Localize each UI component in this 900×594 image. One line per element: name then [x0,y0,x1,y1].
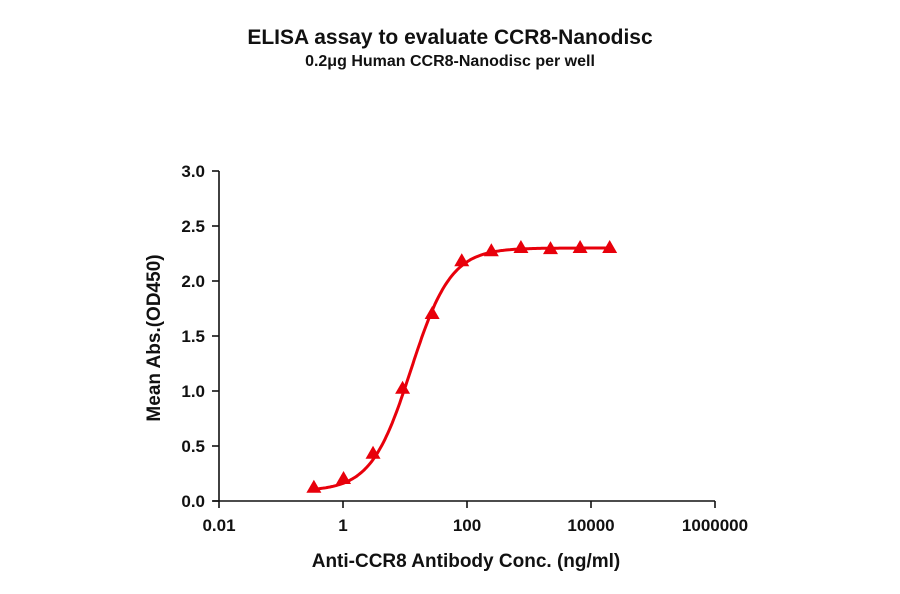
x-tick-label: 0.01 [202,516,235,535]
triangle-marker-icon [572,240,588,253]
triangle-marker-icon [365,445,381,459]
y-tick-label: 1.0 [181,382,205,401]
triangle-marker-icon [483,243,499,257]
triangle-marker-icon [424,306,440,319]
x-tick-label: 10000 [567,516,614,535]
data-points [306,240,618,493]
y-tick-label: 2.0 [181,272,205,291]
fit-curve [313,246,610,491]
x-tick-label: 100 [453,516,481,535]
y-tick-label: 0.0 [181,492,205,511]
triangle-marker-icon [602,240,618,253]
axes: 0.0 0.5 1.0 1.5 2.0 2.5 3.0 0.01 1 100 10000 100000… [181,162,748,535]
triangle-marker-icon [306,479,322,493]
x-tick-label: 1 [338,516,347,535]
y-axis-label: Mean Abs.(OD450) [144,254,165,421]
triangle-marker-icon [336,471,352,484]
x-tick-label: 1000000 [682,516,748,535]
x-axis-label: Anti-CCR8 Antibody Conc. (ng/ml) [312,551,621,572]
triangle-marker-icon [454,253,470,267]
chart-title: ELISA assay to evaluate CCR8-Nanodisc [247,26,653,49]
y-tick-label: 2.5 [181,217,205,236]
y-tick-label: 1.5 [181,327,205,346]
triangle-marker-icon [395,380,411,394]
y-tick-label: 3.0 [181,162,205,181]
fit-curve-path [313,246,610,491]
triangle-marker-icon [513,240,529,253]
y-tick-label: 0.5 [181,437,205,456]
triangle-marker-icon [542,241,558,255]
chart-subtitle: 0.2μg Human CCR8-Nanodisc per well [305,53,595,70]
